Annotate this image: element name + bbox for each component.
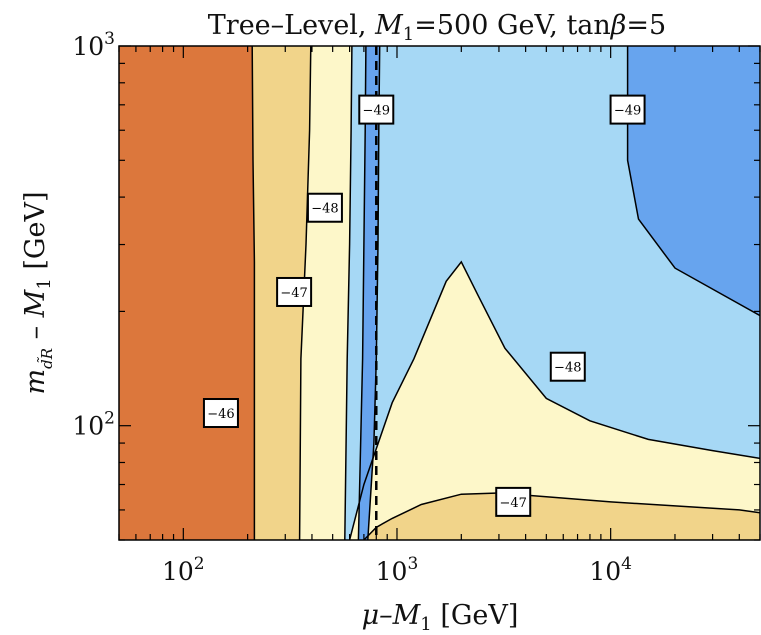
x-tick-label: 102 — [162, 554, 205, 586]
contour-line-6 — [348, 260, 760, 540]
contour-label-text: −48 — [311, 202, 338, 217]
contour-label-text: −49 — [363, 104, 390, 119]
plot-area: −46 −47 −48 −49 −49 −48 −47 102 103 104 102 103 — [72, 29, 761, 586]
contour-label-1: −47 — [276, 276, 313, 307]
y-tick-label: 102 — [72, 409, 115, 441]
contour-line-2 — [344, 46, 353, 540]
x-tick-label: 104 — [589, 554, 632, 586]
contour-label-text: −46 — [207, 407, 234, 422]
x-tick-label: 103 — [376, 554, 419, 586]
y-tick-label: 103 — [72, 29, 115, 61]
contour-label-text: −47 — [280, 286, 307, 301]
contour-label-text: −48 — [554, 361, 581, 376]
chart-title: Tree–Level, M1=500 GeV, tanβ=5 — [208, 10, 666, 45]
contour-label-2: −48 — [306, 192, 343, 223]
contour-label-3: −49 — [358, 94, 395, 125]
contour-label-4: −49 — [609, 94, 646, 125]
contour-label-text: −49 — [614, 104, 641, 119]
contour-label-text: −47 — [500, 496, 527, 511]
contour-label-5: −48 — [549, 351, 586, 382]
contour-line-0 — [251, 46, 256, 540]
y-axis-label: md̃R – M1 [GeV] — [20, 192, 56, 395]
contour-label-6: −47 — [495, 486, 532, 517]
contour-line-1 — [298, 46, 312, 540]
plot-frame — [118, 45, 761, 541]
contour-label-0: −46 — [202, 398, 239, 429]
x-axis-label: μ–M1 [GeV] — [362, 600, 519, 635]
